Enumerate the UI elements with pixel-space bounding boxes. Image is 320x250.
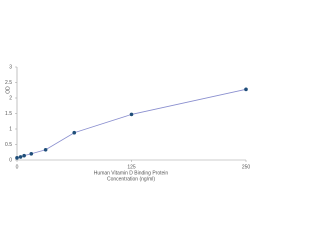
data-point [43,147,48,152]
y-tick-label: 1.5 [5,111,12,117]
series-line [16,88,247,159]
y-tick-label: 2 [9,95,12,101]
data-point [129,112,134,117]
x-tick-label: 125 [127,164,136,170]
x-axis-label: Human Vitamin D Binding Protein [94,170,169,176]
data-point [15,156,19,160]
chart: OD Human Vitamin D Binding Protein Conce… [5,64,250,182]
x-tick-label: 250 [242,164,250,170]
data-point [29,152,34,156]
y-tick-label: 0 [9,157,12,163]
x-axis-label: Concentration (ng/ml) [107,176,155,182]
data-point [244,87,248,92]
data-point [22,153,26,158]
y-tick-label: 1 [9,126,12,132]
y-tick-label: 2.5 [5,80,12,86]
data-point [72,130,77,135]
y-axis-label: OD [5,86,11,94]
data-point [18,155,23,159]
y-tick-label: 3 [9,64,12,70]
y-tick-label: 0.5 [5,142,12,148]
x-tick-label: 0 [16,164,19,170]
